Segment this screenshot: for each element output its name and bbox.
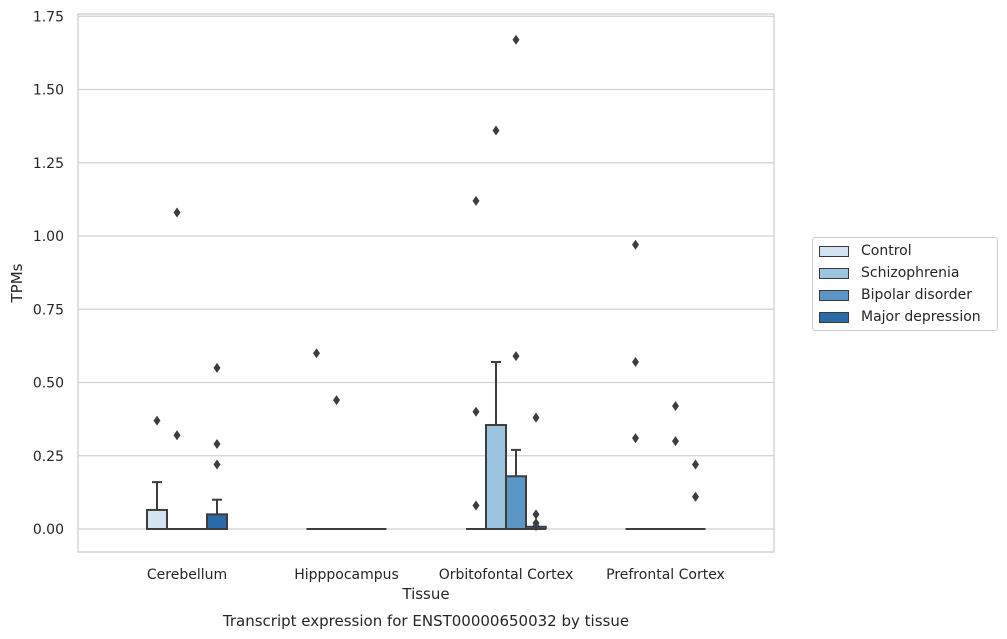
y-tick-label: 0.50 <box>33 376 64 392</box>
y-axis-ticks: 0.00 0.25 0.50 0.75 1.00 1.25 1.50 1.75 <box>33 9 64 538</box>
y-tick-label: 1.50 <box>33 83 64 99</box>
x-axis-label: Tissue <box>401 585 449 603</box>
y-tick-label: 1.25 <box>33 156 64 172</box>
legend-item-schizophrenia: Schizophrenia <box>819 263 959 283</box>
box-body <box>146 508 168 530</box>
box-bipolar-disorder-orbitofontal-cortex <box>505 448 527 531</box>
x-tick-label: Orbitofontal Cortex <box>439 567 574 583</box>
y-tick-label: 0.00 <box>33 522 64 538</box>
outlier-point <box>213 362 221 373</box>
outlier-point <box>472 500 480 511</box>
y-tick-label: 1.75 <box>33 9 64 25</box>
outliers-layer <box>153 34 699 532</box>
outlier-point <box>632 356 639 367</box>
outlier-point <box>153 415 161 426</box>
x-axis-ticks: Cerebellum Hipppocampus Orbitofontal Corte… <box>147 567 725 583</box>
chart-title: Transcript expression for ENST0000065003… <box>222 612 629 630</box>
outlier-point <box>213 439 221 450</box>
legend-item-major-depression: Major depression <box>819 307 981 327</box>
box-body <box>206 513 228 530</box>
outlier-point <box>532 509 540 520</box>
outlier-point <box>672 400 679 411</box>
box-major-depression-cerebellum <box>206 498 228 530</box>
y-tick-label: 0.75 <box>33 302 64 318</box>
legend-swatch-bipolar-disorder <box>819 289 849 301</box>
outlier-point <box>692 491 699 502</box>
box-control-cerebellum <box>146 481 168 530</box>
outlier-point <box>692 459 699 470</box>
legend-label-major-depression: Major depression <box>861 309 981 325</box>
x-tick-label: Prefrontal Cortex <box>606 567 725 583</box>
outlier-point <box>632 239 639 250</box>
outlier-point <box>632 433 639 444</box>
boxes-layer <box>146 360 706 531</box>
y-tick-label: 0.25 <box>33 449 64 465</box>
legend-label-control: Control <box>861 243 912 259</box>
legend-item-control: Control <box>819 241 912 261</box>
box-body <box>505 475 527 531</box>
outlier-point <box>313 348 320 359</box>
outlier-point <box>472 195 480 206</box>
outlier-point <box>492 125 500 136</box>
outlier-point <box>532 412 540 423</box>
outlier-point <box>532 518 540 529</box>
box-body <box>485 423 507 530</box>
outlier-point <box>173 207 181 218</box>
outlier-point <box>173 430 181 441</box>
legend-label-schizophrenia: Schizophrenia <box>861 265 960 281</box>
outlier-point <box>672 436 679 447</box>
outlier-point <box>512 351 520 362</box>
outlier-point <box>213 459 221 470</box>
y-axis-label: TPMs <box>8 263 26 303</box>
x-tick-label: Hipppocampus <box>294 567 399 583</box>
plot-area <box>77 13 775 553</box>
legend-swatch-schizophrenia <box>819 267 849 279</box>
outlier-point <box>512 34 520 45</box>
legend-item-bipolar-disorder: Bipolar disorder <box>819 285 972 305</box>
outlier-point <box>333 395 340 406</box>
x-tick-label: Cerebellum <box>147 567 227 583</box>
legend: Control Schizophrenia Bipolar disorder M… <box>812 237 998 331</box>
y-tick-label: 1.00 <box>33 229 64 245</box>
legend-swatch-major-depression <box>819 311 849 323</box>
outlier-point <box>472 406 480 417</box>
legend-swatch-control <box>819 245 849 257</box>
legend-label-bipolar-disorder: Bipolar disorder <box>861 287 973 303</box>
